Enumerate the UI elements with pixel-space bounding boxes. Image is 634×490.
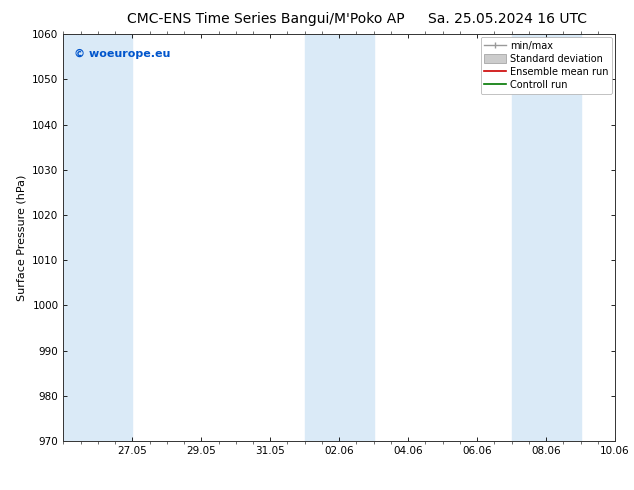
Bar [63, 34, 133, 441]
Bar [305, 34, 373, 441]
Text: CMC-ENS Time Series Bangui/M'Poko AP: CMC-ENS Time Series Bangui/M'Poko AP [127, 12, 405, 26]
Bar [512, 34, 581, 441]
Text: © woeurope.eu: © woeurope.eu [74, 49, 171, 59]
Legend: min/max, Standard deviation, Ensemble mean run, Controll run: min/max, Standard deviation, Ensemble me… [481, 37, 612, 94]
Y-axis label: Surface Pressure (hPa): Surface Pressure (hPa) [16, 174, 27, 301]
Text: Sa. 25.05.2024 16 UTC: Sa. 25.05.2024 16 UTC [428, 12, 586, 26]
